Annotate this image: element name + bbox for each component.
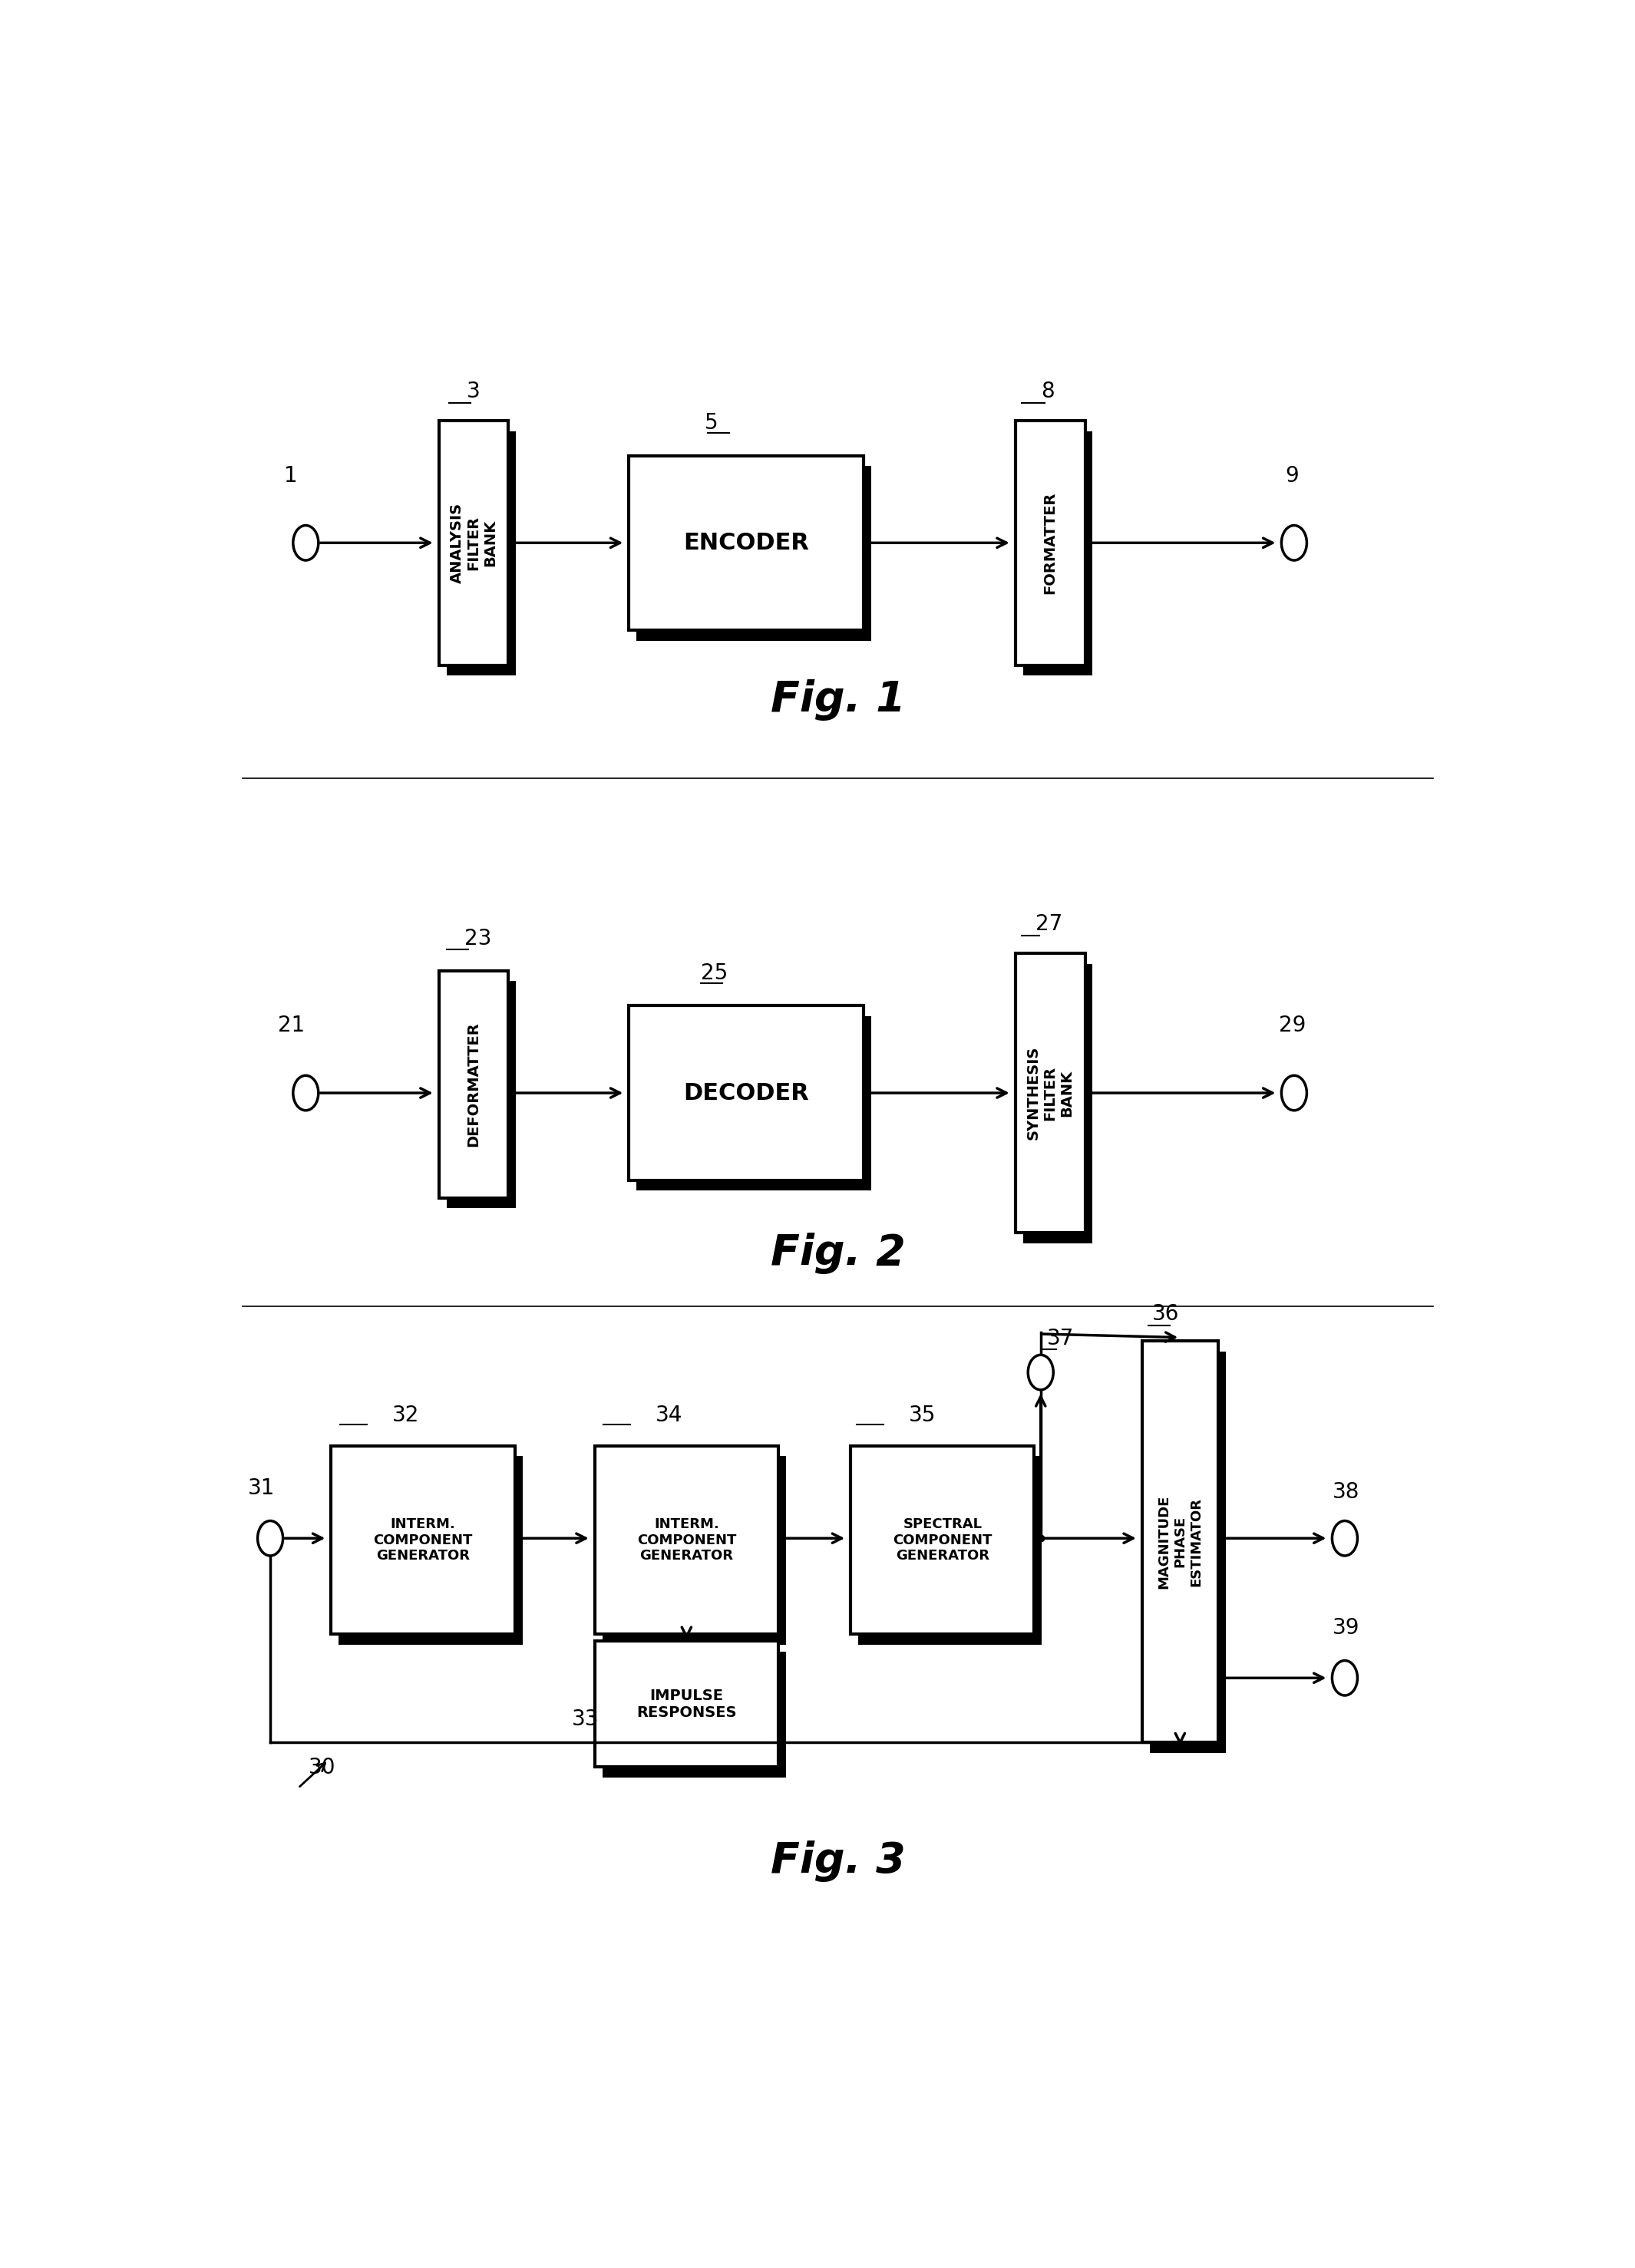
Text: INTERM.
COMPONENT
GENERATOR: INTERM. COMPONENT GENERATOR bbox=[638, 1517, 736, 1563]
Bar bbox=[636, 465, 871, 640]
Text: DECODER: DECODER bbox=[683, 1082, 809, 1105]
Text: FORMATTER: FORMATTER bbox=[1043, 492, 1058, 594]
Text: 8: 8 bbox=[1041, 381, 1055, 401]
Text: 35: 35 bbox=[909, 1404, 937, 1427]
Bar bbox=[595, 1445, 778, 1635]
Circle shape bbox=[293, 526, 319, 560]
Text: 37: 37 bbox=[1046, 1327, 1074, 1349]
Text: SYNTHESIS
FILTER
BANK: SYNTHESIS FILTER BANK bbox=[1027, 1046, 1074, 1141]
Bar bbox=[1024, 431, 1092, 676]
Bar bbox=[446, 982, 517, 1209]
Text: 1: 1 bbox=[284, 465, 298, 485]
Bar bbox=[602, 1651, 786, 1778]
Bar bbox=[629, 456, 863, 631]
Circle shape bbox=[1282, 1075, 1306, 1111]
Text: 9: 9 bbox=[1285, 465, 1298, 485]
Text: DEFORMATTER: DEFORMATTER bbox=[466, 1023, 481, 1148]
Bar bbox=[338, 1456, 523, 1644]
Bar bbox=[850, 1445, 1035, 1635]
Text: 27: 27 bbox=[1035, 914, 1063, 934]
Circle shape bbox=[293, 1075, 319, 1111]
Text: 36: 36 bbox=[1153, 1304, 1179, 1325]
Text: 34: 34 bbox=[656, 1404, 683, 1427]
Text: 39: 39 bbox=[1333, 1617, 1359, 1640]
Text: SPECTRAL
COMPONENT
GENERATOR: SPECTRAL COMPONENT GENERATOR bbox=[893, 1517, 992, 1563]
Bar bbox=[1141, 1340, 1218, 1742]
Bar bbox=[1024, 964, 1092, 1243]
Circle shape bbox=[1028, 1354, 1053, 1390]
Circle shape bbox=[1282, 526, 1306, 560]
Bar bbox=[438, 971, 508, 1198]
Text: 29: 29 bbox=[1279, 1016, 1306, 1036]
Text: ENCODER: ENCODER bbox=[683, 531, 809, 553]
Text: 5: 5 bbox=[705, 413, 718, 433]
Text: Fig. 1: Fig. 1 bbox=[770, 680, 906, 721]
Text: IMPULSE
RESPONSES: IMPULSE RESPONSES bbox=[636, 1687, 737, 1719]
Bar bbox=[446, 431, 517, 676]
Text: 32: 32 bbox=[392, 1404, 419, 1427]
Text: 23: 23 bbox=[464, 928, 490, 948]
Bar bbox=[438, 420, 508, 665]
Text: 21: 21 bbox=[278, 1016, 304, 1036]
Text: MAGNITUDE
PHASE
ESTIMATOR: MAGNITUDE PHASE ESTIMATOR bbox=[1158, 1495, 1203, 1588]
Bar bbox=[858, 1456, 1041, 1644]
Circle shape bbox=[1333, 1660, 1357, 1696]
Text: Fig. 3: Fig. 3 bbox=[770, 1842, 906, 1882]
Circle shape bbox=[258, 1522, 283, 1556]
Text: 30: 30 bbox=[309, 1758, 335, 1778]
Text: 3: 3 bbox=[466, 381, 481, 401]
Bar bbox=[636, 1016, 871, 1191]
Circle shape bbox=[1333, 1522, 1357, 1556]
Bar bbox=[602, 1456, 786, 1644]
Bar bbox=[1015, 953, 1086, 1234]
Bar bbox=[1015, 420, 1086, 665]
Text: 38: 38 bbox=[1333, 1481, 1359, 1504]
Bar bbox=[629, 1005, 863, 1179]
Bar bbox=[330, 1445, 515, 1635]
Text: INTERM.
COMPONENT
GENERATOR: INTERM. COMPONENT GENERATOR bbox=[373, 1517, 473, 1563]
Text: 33: 33 bbox=[572, 1708, 598, 1730]
Text: 25: 25 bbox=[701, 962, 728, 984]
Text: 31: 31 bbox=[247, 1479, 275, 1499]
Bar bbox=[1149, 1352, 1226, 1753]
Text: Fig. 2: Fig. 2 bbox=[770, 1234, 906, 1275]
Bar bbox=[595, 1642, 778, 1767]
Text: ANALYSIS
FILTER
BANK: ANALYSIS FILTER BANK bbox=[450, 503, 497, 583]
